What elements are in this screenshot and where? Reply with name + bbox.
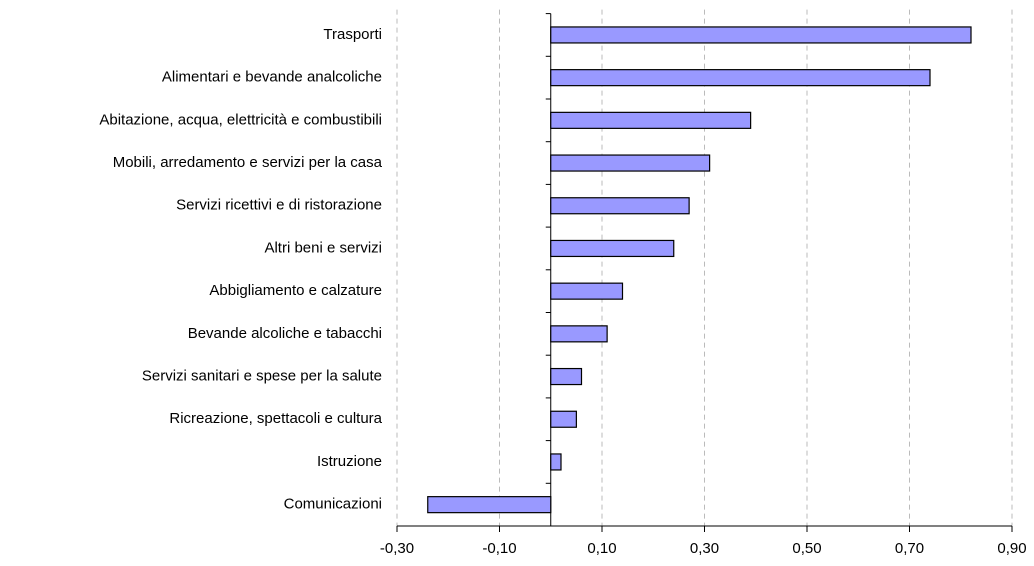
x-tick-label: 0,30 bbox=[690, 540, 719, 557]
bar bbox=[550, 410, 577, 428]
y-tick-label: Abbigliamento e calzature bbox=[209, 282, 382, 299]
y-tick-label: Ricreazione, spettacoli e cultura bbox=[169, 410, 382, 427]
y-tick-label: Bevande alcoliche e tabacchi bbox=[188, 325, 382, 342]
y-tick-label: Trasporti bbox=[323, 26, 382, 43]
y-tick-label: Altri beni e servizi bbox=[264, 239, 382, 256]
x-tick-label: 0,50 bbox=[792, 540, 821, 557]
y-tick-label: Servizi sanitari e spese per la salute bbox=[142, 368, 382, 385]
x-tick-label: -0,10 bbox=[482, 540, 516, 557]
x-tick-label: -0,30 bbox=[380, 540, 414, 557]
y-tick-label: Alimentari e bevande analcoliche bbox=[162, 69, 382, 86]
x-tick-label: 0,90 bbox=[997, 540, 1026, 557]
bar bbox=[550, 367, 583, 386]
y-tick-label: Servizi ricettivi e di ristorazione bbox=[176, 197, 382, 214]
x-tick-label: 0,70 bbox=[895, 540, 924, 557]
bar bbox=[427, 496, 552, 514]
bar bbox=[550, 197, 690, 215]
bar bbox=[550, 69, 931, 87]
y-tick-label: Istruzione bbox=[317, 453, 382, 470]
bar bbox=[550, 26, 972, 44]
bar bbox=[550, 239, 675, 258]
bar bbox=[550, 111, 752, 129]
x-tick-label: 0,10 bbox=[587, 540, 616, 557]
bar bbox=[550, 282, 624, 300]
bar bbox=[550, 453, 562, 471]
y-tick-label: Abitazione, acqua, elettricità e combust… bbox=[99, 111, 382, 128]
y-tick-label: Mobili, arredamento e servizi per la cas… bbox=[113, 154, 383, 171]
bar bbox=[550, 154, 711, 172]
bar bbox=[550, 325, 608, 343]
y-tick-label: Comunicazioni bbox=[284, 496, 382, 513]
